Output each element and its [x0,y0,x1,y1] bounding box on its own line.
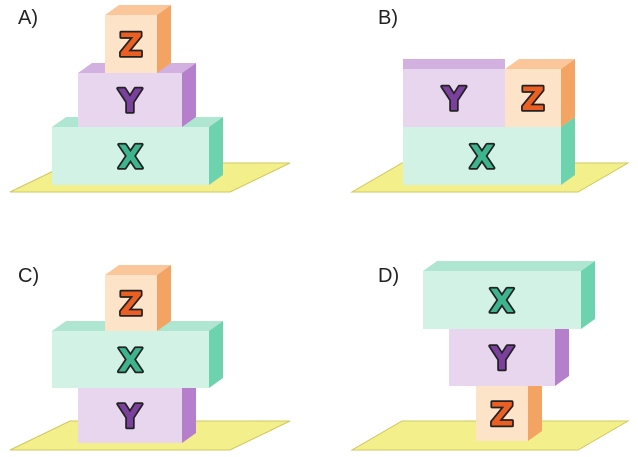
option-a-label: A) [18,7,38,29]
option-d-block-y-letter: Y [489,340,514,378]
option-a-block-z-top-face [105,5,171,15]
option-c-block-x-side-face [209,321,223,388]
option-c-block-x: X [52,321,223,388]
option-a-block-z-letter: Z [119,26,142,64]
option-d-block-x-side-face [581,261,595,329]
option-b-block-x-front-face [403,127,561,185]
option-b-block-z-side-face [561,59,575,127]
option-d-label: D) [378,265,399,287]
option-b-block-x-letter: X [470,138,495,176]
option-a-block-z-front-face [105,15,157,73]
option-d-block-x-top-face [423,261,595,271]
option-d-block-z-side-face [528,376,542,441]
option-b-block-y: Y [403,59,505,127]
option-d-block-y-front-face [449,329,555,386]
option-a-block-z: Z [105,5,171,73]
option-a-block-z-side-face [157,5,171,73]
option-b-block-y-top-face [403,59,505,69]
option-a-block-x-letter: X [118,138,143,176]
option-d-block-y-side-face [555,319,569,386]
option-b-block-z: Z [505,59,575,127]
option-a-block-y-side-face [182,63,196,127]
option-d-block-x-front-face [423,271,581,329]
option-c-label: C) [18,265,39,287]
option-d-block-z-letter: Z [490,396,513,434]
option-c-block-x-front-face [52,331,209,388]
option-a-block-x-side-face [209,117,223,185]
option-c-block-x-letter: X [118,342,143,380]
option-d-block-x: X [423,261,595,329]
option-c-block-y-side-face [182,378,196,443]
option-b-block-z-front-face [505,69,561,127]
option-b-block-y-front-face [403,69,505,127]
option-b-block-z-top-face [505,59,575,69]
option-a-block-x: X [52,117,223,185]
option-d-block-y: Y [449,319,569,386]
option-c-block-y-front-face [78,388,182,443]
option-d-block-z: Z [476,376,542,441]
option-d-block-x-letter: X [490,282,515,320]
option-b-block-y-letter: Y [441,80,466,118]
option-a-block-x-front-face [52,127,209,185]
option-c-block-z: Z [105,265,171,331]
option-b-block-x-side-face [561,117,575,185]
option-b-block-x: X [403,117,575,185]
option-d-block-z-front-face [476,386,528,441]
option-b-block-z-letter: Z [521,80,544,118]
option-c-block-z-side-face [157,265,171,331]
option-c-block-z-letter: Z [119,285,142,323]
option-b-label: B) [378,7,398,29]
option-c-block-y-letter: Y [117,398,142,436]
option-c-block-z-front-face [105,275,157,331]
option-c-block-z-top-face [105,265,171,275]
option-a-block-y-letter: Y [117,82,142,120]
option-a-block-y-front-face [78,73,182,127]
